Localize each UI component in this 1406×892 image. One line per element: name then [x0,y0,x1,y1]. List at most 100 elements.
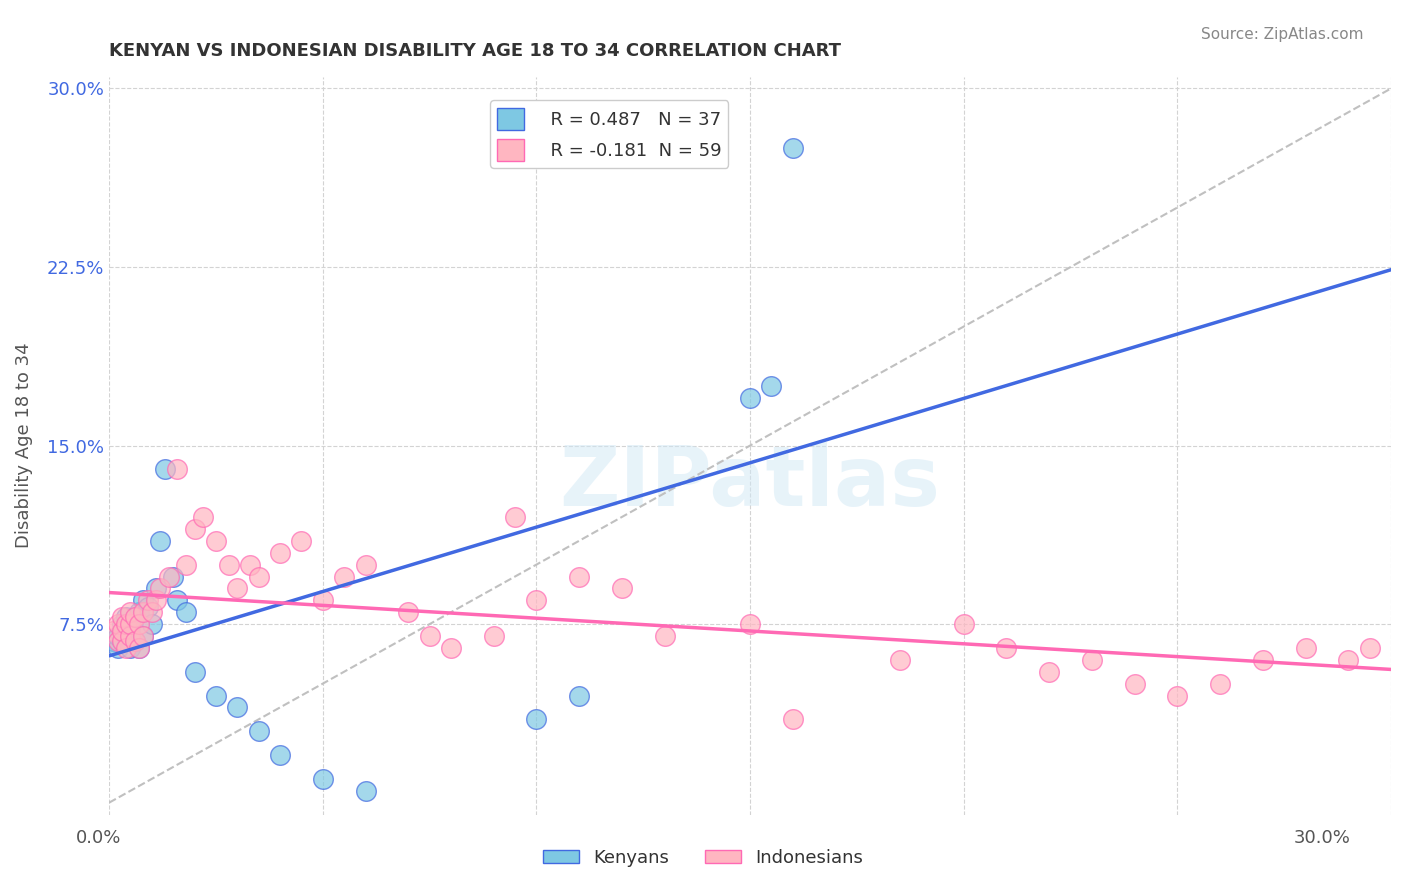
Point [354,558,377,572]
Point [132,605,155,619]
Point [1295,640,1317,655]
Point [226,582,249,596]
Point [162,569,184,583]
Point [124,610,146,624]
Point [107,629,129,643]
Y-axis label: Disability Age 18 to 34: Disability Age 18 to 34 [15,343,32,549]
Point [1166,689,1188,703]
Point [247,569,270,583]
Point [568,569,591,583]
Text: Source: ZipAtlas.com: Source: ZipAtlas.com [1201,27,1364,42]
Point [120,624,142,639]
Point [145,582,167,596]
Point [157,569,180,583]
Point [654,629,676,643]
Point [568,689,591,703]
Point [174,605,197,619]
Point [239,558,262,572]
Point [738,617,761,632]
Point [103,624,125,639]
Point [440,640,463,655]
Point [128,617,150,632]
Point [1251,653,1274,667]
Point [136,593,159,607]
Point [120,640,142,655]
Point [115,640,138,655]
Point [610,582,633,596]
Point [1123,676,1146,690]
Point [761,379,783,393]
Text: 0.0%: 0.0% [76,829,121,847]
Point [205,533,228,548]
Point [132,629,155,643]
Point [136,600,159,615]
Point [247,724,270,739]
Point [120,629,142,643]
Point [111,624,134,639]
Point [111,610,134,624]
Point [166,462,188,476]
Point [1209,676,1232,690]
Point [103,633,125,648]
Point [128,605,150,619]
Point [107,640,129,655]
Text: ZIPatlas: ZIPatlas [560,442,941,523]
Point [132,593,155,607]
Point [312,772,335,786]
Point [290,533,312,548]
Point [153,462,176,476]
Point [111,633,134,648]
Point [218,558,240,572]
Point [111,633,134,648]
Point [526,712,548,726]
Point [124,633,146,648]
Point [1358,640,1381,655]
Point [115,629,138,643]
Point [482,629,505,643]
Point [145,593,167,607]
Point [128,640,150,655]
Point [889,653,911,667]
Point [115,610,138,624]
Text: KENYAN VS INDONESIAN DISABILITY AGE 18 TO 34 CORRELATION CHART: KENYAN VS INDONESIAN DISABILITY AGE 18 T… [110,42,841,60]
Point [124,610,146,624]
Point [312,593,335,607]
Point [120,617,142,632]
Point [995,640,1018,655]
Point [1081,653,1104,667]
Point [124,633,146,648]
Point [183,522,205,536]
Point [952,617,974,632]
Point [191,510,214,524]
Point [1337,653,1360,667]
Point [132,629,155,643]
Point [503,510,526,524]
Point [419,629,441,643]
Point [128,640,150,655]
Point [226,700,249,714]
Point [174,558,197,572]
Legend:   R = 0.487   N = 37,   R = -0.181  N = 59: R = 0.487 N = 37, R = -0.181 N = 59 [489,101,728,168]
Point [526,593,548,607]
Point [782,141,804,155]
Point [149,533,172,548]
Point [333,569,356,583]
Point [396,605,419,619]
Point [107,633,129,648]
Point [149,582,172,596]
Point [111,624,134,639]
Point [120,617,142,632]
Point [111,617,134,632]
Point [141,605,163,619]
Point [141,617,163,632]
Text: 30.0%: 30.0% [1294,829,1350,847]
Point [115,617,138,632]
Point [107,617,129,632]
Point [205,689,228,703]
Point [166,593,188,607]
Point [269,747,291,762]
Point [1038,665,1060,679]
Point [738,391,761,405]
Point [782,712,804,726]
Point [183,665,205,679]
